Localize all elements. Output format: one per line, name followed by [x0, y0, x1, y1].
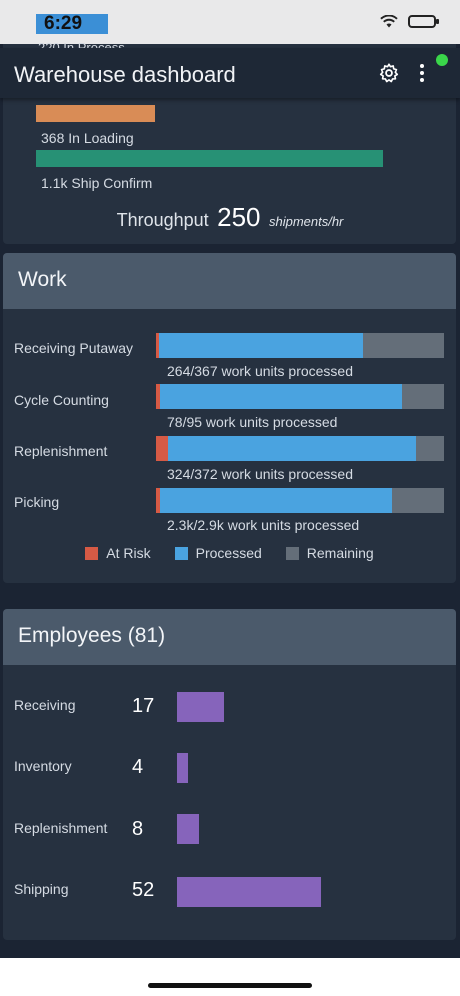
legend-swatch-remaining: [285, 546, 299, 560]
work-segment-at-risk: [156, 488, 160, 513]
employee-bar-shipping: [177, 877, 321, 907]
employee-count-receiving: 17: [132, 695, 155, 717]
status-time: 6:29: [44, 13, 83, 34]
work-segment-processed: [159, 333, 363, 358]
throughput-unit: shipments/hr: [268, 214, 344, 229]
legend-label-at-risk: At Risk: [106, 545, 151, 561]
legend-remaining: Remaining: [285, 545, 374, 561]
employee-count-shipping: 52: [132, 879, 155, 901]
home-bar-area: [0, 958, 460, 996]
employees-card: Employees (81) Receiving 17 Inventory 4 …: [3, 609, 456, 940]
employee-bar-inventory: [177, 753, 188, 783]
legend-swatch-processed: [174, 546, 188, 560]
connection-status-dot: [436, 54, 448, 66]
work-card-header: Work: [3, 253, 456, 309]
more-menu-icon[interactable]: [414, 62, 430, 84]
work-segment-at-risk: [156, 333, 159, 358]
wifi-icon: [380, 15, 398, 28]
work-segment-at-risk: [156, 384, 160, 409]
employee-bar-replenishment: [177, 814, 199, 844]
work-label-cycle-counting: Cycle Counting: [14, 392, 109, 408]
ship-confirm-bar: [36, 150, 383, 167]
work-sub-cycle-counting: 78/95 work units processed: [167, 414, 338, 430]
employee-bar-receiving: [177, 692, 224, 722]
status-bar: 6:29: [0, 0, 460, 44]
ship-confirm-label: 1.1k Ship Confirm: [41, 175, 153, 191]
throughput-label: Throughput: [116, 210, 209, 230]
app-header: Warehouse dashboard: [0, 48, 460, 98]
in-loading-bar: [36, 105, 155, 122]
page-title: Warehouse dashboard: [14, 62, 236, 87]
employee-label-shipping: Shipping: [14, 881, 69, 897]
work-card: Work Receiving Putaway 264/367 work unit…: [3, 253, 456, 583]
legend-label-processed: Processed: [195, 545, 262, 561]
work-bar-receiving-putaway: [156, 333, 444, 358]
work-label-receiving-putaway: Receiving Putaway: [14, 340, 134, 356]
work-bar-cycle-counting: [156, 384, 444, 409]
work-segment-processed: [160, 384, 402, 409]
legend-label-remaining: Remaining: [306, 545, 374, 561]
work-sub-replenishment: 324/372 work units processed: [167, 466, 353, 482]
throughput: Throughput 250 shipments/hr: [0, 202, 460, 233]
gear-icon[interactable]: [378, 62, 400, 84]
status-icons: [380, 15, 439, 28]
legend-swatch-at-risk: [85, 546, 99, 560]
work-label-picking: Picking: [14, 494, 60, 510]
work-bar-replenishment: [156, 436, 444, 461]
employees-card-header: Employees (81): [3, 609, 456, 665]
work-bar-picking: [156, 488, 444, 513]
work-segment-processed: [160, 488, 392, 513]
legend-processed: Processed: [174, 545, 262, 561]
work-segment-processed: [168, 436, 416, 461]
employee-label-replenishment: Replenishment: [14, 820, 108, 836]
employees-title: Employees (81): [18, 624, 166, 647]
home-indicator[interactable]: [148, 983, 312, 988]
time-highlight: 6:29: [36, 14, 108, 34]
work-label-replenishment: Replenishment: [14, 443, 108, 459]
employee-label-receiving: Receiving: [14, 697, 76, 713]
employee-label-inventory: Inventory: [14, 758, 72, 774]
employee-count-replenishment: 8: [132, 818, 144, 840]
work-sub-picking: 2.3k/2.9k work units processed: [167, 517, 360, 533]
employee-count-inventory: 4: [132, 756, 144, 778]
throughput-value: 250: [217, 202, 261, 232]
work-sub-receiving-putaway: 264/367 work units processed: [167, 363, 353, 379]
battery-icon: [408, 15, 439, 28]
work-title: Work: [18, 268, 67, 291]
work-legend: At Risk Processed Remaining: [3, 545, 456, 561]
in-loading-label: 368 In Loading: [41, 130, 134, 146]
legend-at-risk: At Risk: [85, 545, 151, 561]
work-segment-at-risk: [156, 436, 168, 461]
